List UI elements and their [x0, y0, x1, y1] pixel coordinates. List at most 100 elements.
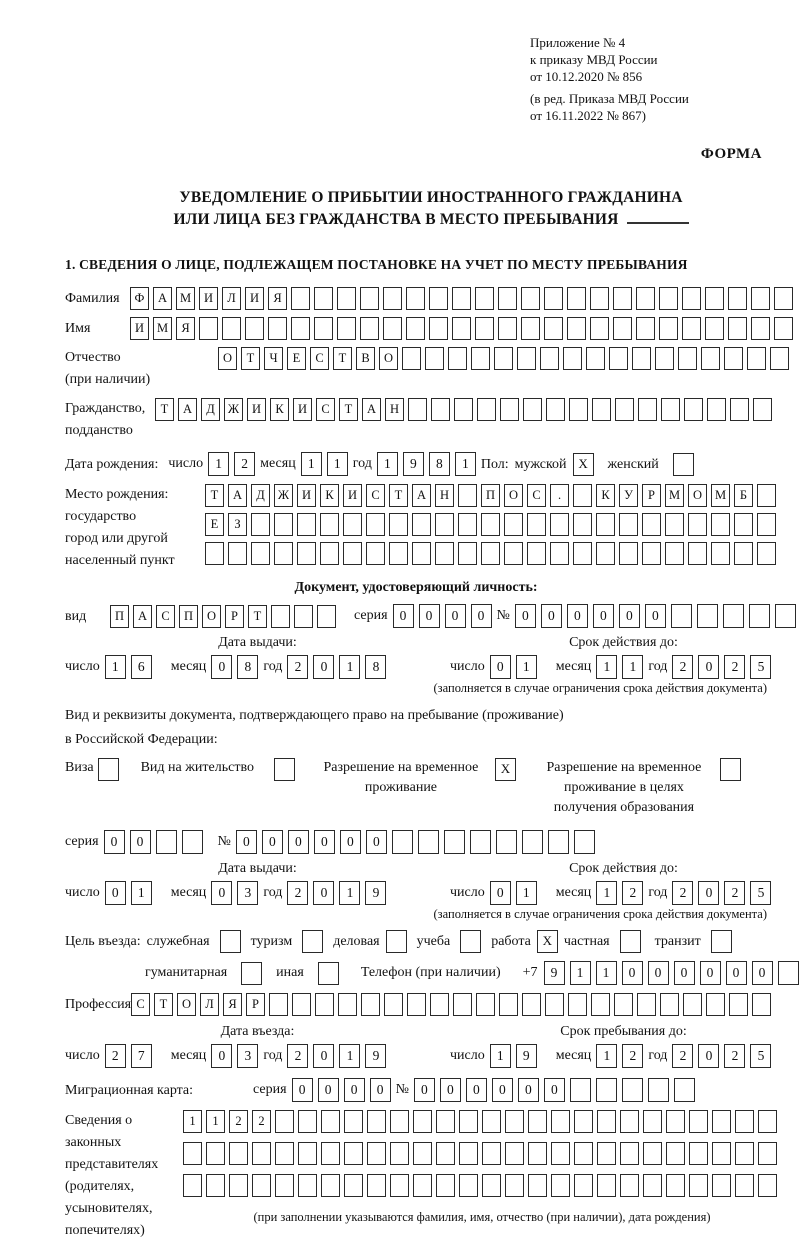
char-box[interactable]: [670, 604, 692, 628]
char-box[interactable]: К: [596, 484, 615, 507]
residence-permit-checkbox[interactable]: [273, 758, 295, 781]
char-box[interactable]: [199, 317, 218, 340]
char-box[interactable]: [458, 542, 477, 565]
char-box[interactable]: 1: [596, 1044, 618, 1068]
char-box[interactable]: 0: [592, 604, 614, 628]
char-box[interactable]: [504, 513, 523, 536]
char-box[interactable]: [712, 1174, 731, 1197]
char-box[interactable]: [367, 1110, 386, 1133]
char-box[interactable]: [298, 1110, 317, 1133]
char-box[interactable]: [613, 317, 632, 340]
char-box[interactable]: 0: [211, 1044, 233, 1068]
char-box[interactable]: [752, 993, 771, 1016]
char-box[interactable]: 0: [211, 881, 233, 905]
char-box[interactable]: 1: [489, 1044, 511, 1068]
char-box[interactable]: 1: [206, 1110, 225, 1133]
char-box[interactable]: 2: [229, 1110, 248, 1133]
char-box[interactable]: [706, 993, 725, 1016]
char-box[interactable]: [459, 1174, 478, 1197]
char-box[interactable]: 0: [491, 1078, 513, 1102]
char-box[interactable]: [728, 287, 747, 310]
char-box[interactable]: 5: [750, 655, 772, 679]
char-box[interactable]: [412, 542, 431, 565]
char-box[interactable]: [452, 317, 471, 340]
char-box[interactable]: 1: [595, 961, 617, 985]
purpose-work-checkbox[interactable]: X: [536, 930, 558, 953]
char-box[interactable]: [591, 993, 610, 1016]
char-box[interactable]: [528, 1174, 547, 1197]
char-box[interactable]: Т: [333, 347, 352, 370]
char-box[interactable]: [777, 961, 799, 985]
char-box[interactable]: 1: [596, 881, 618, 905]
char-box[interactable]: И: [343, 484, 362, 507]
char-box[interactable]: 0: [489, 655, 511, 679]
char-box[interactable]: Р: [642, 484, 661, 507]
char-box[interactable]: 2: [287, 1044, 309, 1068]
char-box[interactable]: [683, 993, 702, 1016]
purpose-other-checkbox[interactable]: [317, 961, 339, 985]
char-box[interactable]: А: [178, 398, 197, 421]
char-box[interactable]: У: [619, 484, 638, 507]
char-box[interactable]: Р: [225, 604, 244, 628]
char-box[interactable]: [528, 1142, 547, 1165]
char-box[interactable]: [636, 287, 655, 310]
char-box[interactable]: [712, 1110, 731, 1133]
char-box[interactable]: [551, 1174, 570, 1197]
char-box[interactable]: [568, 993, 587, 1016]
char-box[interactable]: 0: [673, 961, 695, 985]
char-box[interactable]: [229, 1142, 248, 1165]
char-box[interactable]: 0: [129, 830, 151, 854]
char-box[interactable]: 0: [392, 604, 414, 628]
char-box[interactable]: [298, 1142, 317, 1165]
char-box[interactable]: Т: [339, 398, 358, 421]
char-box[interactable]: Н: [435, 484, 454, 507]
char-box[interactable]: [550, 542, 569, 565]
char-box[interactable]: 6: [130, 655, 152, 679]
char-box[interactable]: [458, 513, 477, 536]
char-box[interactable]: А: [153, 287, 172, 310]
char-box[interactable]: [344, 1174, 363, 1197]
char-box[interactable]: [758, 1142, 777, 1165]
char-box[interactable]: [459, 1142, 478, 1165]
char-box[interactable]: [436, 1174, 455, 1197]
char-box[interactable]: [569, 398, 588, 421]
char-box[interactable]: [413, 1142, 432, 1165]
char-box[interactable]: 7: [130, 1044, 152, 1068]
char-box[interactable]: О: [504, 484, 523, 507]
char-box[interactable]: [735, 1174, 754, 1197]
char-box[interactable]: [222, 317, 241, 340]
char-box[interactable]: З: [228, 513, 247, 536]
temp-residence-checkbox[interactable]: X: [494, 758, 516, 781]
purpose-tourism-checkbox[interactable]: [302, 930, 324, 953]
char-box[interactable]: [275, 1142, 294, 1165]
char-box[interactable]: [343, 542, 362, 565]
char-box[interactable]: [522, 993, 541, 1016]
char-box[interactable]: 0: [644, 604, 666, 628]
char-box[interactable]: М: [711, 484, 730, 507]
char-box[interactable]: [252, 1142, 271, 1165]
visa-checkbox[interactable]: [97, 758, 119, 781]
char-box[interactable]: [298, 1174, 317, 1197]
char-box[interactable]: [383, 287, 402, 310]
char-box[interactable]: [590, 317, 609, 340]
char-box[interactable]: [642, 542, 661, 565]
char-box[interactable]: [315, 993, 334, 1016]
char-box[interactable]: [343, 513, 362, 536]
char-box[interactable]: [774, 604, 796, 628]
char-box[interactable]: [505, 1110, 524, 1133]
char-box[interactable]: 0: [514, 604, 536, 628]
char-box[interactable]: [689, 1142, 708, 1165]
char-box[interactable]: 0: [211, 655, 233, 679]
char-box[interactable]: 0: [465, 1078, 487, 1102]
char-box[interactable]: 3: [237, 881, 259, 905]
char-box[interactable]: [659, 317, 678, 340]
char-box[interactable]: [458, 484, 477, 507]
char-box[interactable]: [573, 830, 595, 854]
char-box[interactable]: [469, 830, 491, 854]
char-box[interactable]: [251, 542, 270, 565]
char-box[interactable]: 0: [365, 830, 387, 854]
char-box[interactable]: К: [320, 484, 339, 507]
char-box[interactable]: [521, 287, 540, 310]
char-box[interactable]: И: [293, 398, 312, 421]
char-box[interactable]: [595, 1078, 617, 1102]
